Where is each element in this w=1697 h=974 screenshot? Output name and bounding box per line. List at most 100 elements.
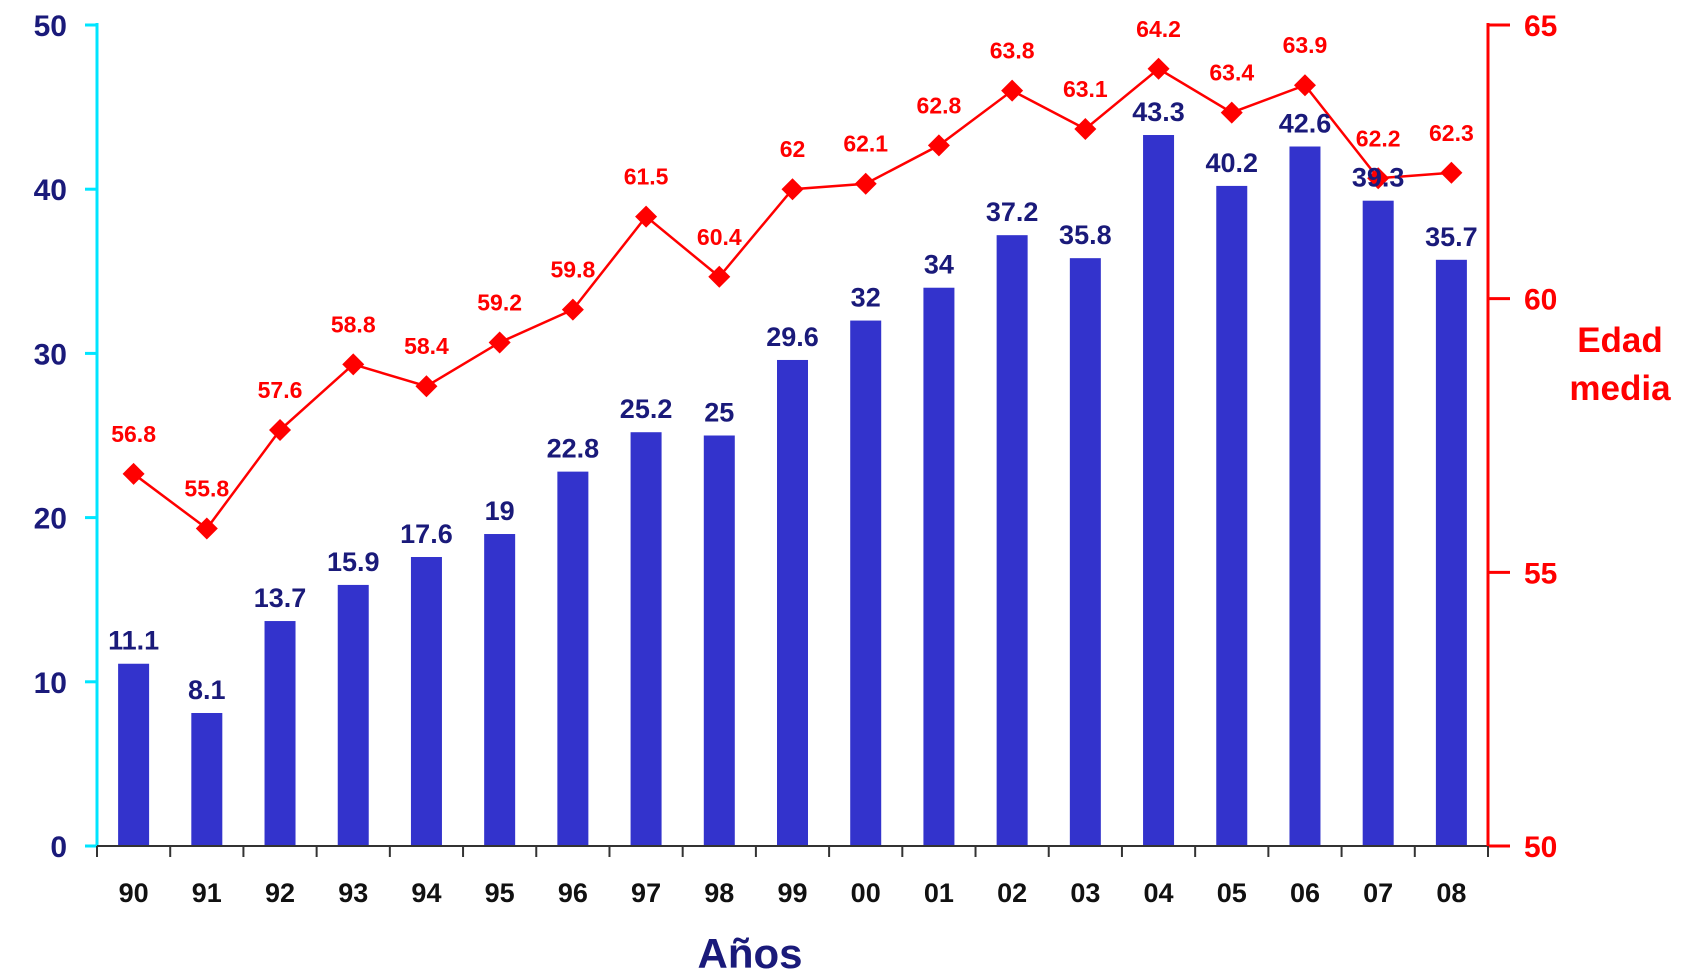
bar-value-label-90: 11.1 (108, 626, 159, 656)
line-marker-00 (854, 172, 877, 195)
bar-value-label-08: 35.7 (1425, 222, 1478, 252)
x-axis-title: Años (698, 930, 803, 974)
right-tick-label-60: 60 (1524, 284, 1557, 317)
line-value-label-04: 64.2 (1136, 16, 1181, 42)
x-tick-label-94: 94 (411, 878, 441, 908)
x-tick-label-96: 96 (558, 878, 588, 908)
bar-94 (410, 557, 442, 846)
x-tick-label-00: 00 (851, 878, 881, 908)
bar-99 (777, 359, 808, 846)
right-axis-title-line2: media (1569, 369, 1671, 408)
bar-value-label-92: 13.7 (254, 583, 307, 613)
bar-value-label-05: 40.2 (1205, 148, 1258, 178)
line-marker-99 (781, 178, 804, 201)
x-tick-label-06: 06 (1290, 878, 1320, 908)
line-marker-91 (195, 517, 218, 540)
line-marker-98 (708, 265, 731, 288)
line-value-label-98: 60.4 (697, 224, 742, 250)
line-marker-97 (635, 205, 658, 228)
x-tick-label-99: 99 (777, 878, 807, 908)
line-marker-08 (1440, 161, 1463, 184)
bar-08 (1435, 259, 1467, 846)
bar-value-label-94: 17.6 (400, 519, 453, 549)
line-value-label-90: 56.8 (111, 421, 156, 447)
bar-value-label-99: 29.6 (766, 322, 819, 352)
line-layer (122, 57, 1463, 540)
line-value-label-08: 62.3 (1429, 120, 1474, 146)
bar-93 (337, 584, 369, 846)
line-value-label-06: 63.9 (1283, 32, 1328, 58)
x-tick-label-02: 02 (997, 878, 1027, 908)
line-value-label-02: 63.8 (990, 38, 1035, 64)
x-tick-label-08: 08 (1436, 878, 1466, 908)
line-value-label-03: 63.1 (1063, 76, 1108, 102)
line-marker-96 (561, 298, 584, 321)
line-value-label-92: 57.6 (258, 377, 303, 403)
bar-02 (996, 235, 1028, 846)
line-marker-06 (1293, 74, 1316, 97)
bar-01 (923, 287, 955, 847)
line-value-label-05: 63.4 (1209, 60, 1254, 86)
x-tick-label-95: 95 (485, 878, 515, 908)
bar-value-label-96: 22.8 (547, 434, 600, 464)
bar-91 (191, 712, 223, 846)
line-value-label-91: 55.8 (184, 476, 229, 502)
line-value-label-94: 58.4 (404, 333, 449, 359)
x-tick-label-98: 98 (704, 878, 734, 908)
line-marker-95 (488, 331, 511, 354)
axes-layer (85, 23, 1510, 857)
bar-90 (118, 663, 150, 846)
line-value-label-00: 62.1 (843, 131, 888, 157)
bar-95 (484, 534, 516, 846)
right-tick-label-50: 50 (1524, 831, 1557, 864)
right-tick-label-65: 65 (1524, 10, 1557, 43)
x-tick-label-03: 03 (1070, 878, 1100, 908)
bar-96 (557, 471, 589, 846)
right-tick-label-55: 55 (1524, 557, 1557, 590)
left-tick-label-20: 20 (34, 503, 67, 536)
bar-value-label-02: 37.2 (986, 197, 1039, 227)
x-tick-label-01: 01 (924, 878, 954, 908)
bar-06 (1289, 146, 1321, 846)
bar-value-label-01: 34 (924, 250, 954, 280)
left-tick-label-50: 50 (34, 10, 67, 43)
line-marker-05 (1220, 101, 1243, 124)
bar-value-label-93: 15.9 (327, 547, 380, 577)
line-marker-92 (269, 419, 292, 442)
bar-value-label-00: 32 (851, 283, 881, 313)
line-marker-93 (342, 353, 365, 376)
line-value-label-96: 59.8 (550, 257, 595, 283)
bar-value-label-95: 19 (485, 496, 515, 526)
left-tick-label-0: 0 (50, 831, 67, 864)
x-tick-label-05: 05 (1217, 878, 1247, 908)
x-tick-label-92: 92 (265, 878, 295, 908)
bar-98 (703, 435, 735, 846)
x-tick-label-97: 97 (631, 878, 661, 908)
bar-value-label-91: 8.1 (188, 675, 226, 705)
line-marker-94 (415, 375, 438, 398)
x-tick-label-90: 90 (119, 878, 149, 908)
line-marker-90 (122, 462, 145, 485)
left-tick-label-10: 10 (34, 667, 67, 700)
line-value-label-01: 62.8 (917, 92, 962, 118)
bar-00 (850, 320, 882, 846)
bar-value-label-06: 42.6 (1279, 109, 1332, 139)
bar-value-label-97: 25.2 (620, 394, 673, 424)
line-marker-01 (927, 134, 950, 157)
bar-value-label-04: 43.3 (1132, 97, 1185, 127)
line-value-label-93: 58.8 (331, 311, 376, 337)
bar-92 (264, 621, 296, 846)
line-marker-04 (1147, 57, 1170, 80)
bar-value-label-03: 35.8 (1059, 220, 1112, 250)
line-value-label-95: 59.2 (477, 289, 522, 315)
line-marker-07 (1367, 167, 1390, 190)
line-value-label-07: 62.2 (1356, 125, 1401, 151)
x-tick-label-04: 04 (1144, 878, 1174, 908)
x-tick-label-93: 93 (338, 878, 368, 908)
line-value-label-97: 61.5 (624, 164, 669, 190)
bar-97 (630, 432, 662, 846)
bar-value-label-07: 39.3 (1352, 163, 1405, 193)
left-tick-label-40: 40 (34, 174, 67, 207)
